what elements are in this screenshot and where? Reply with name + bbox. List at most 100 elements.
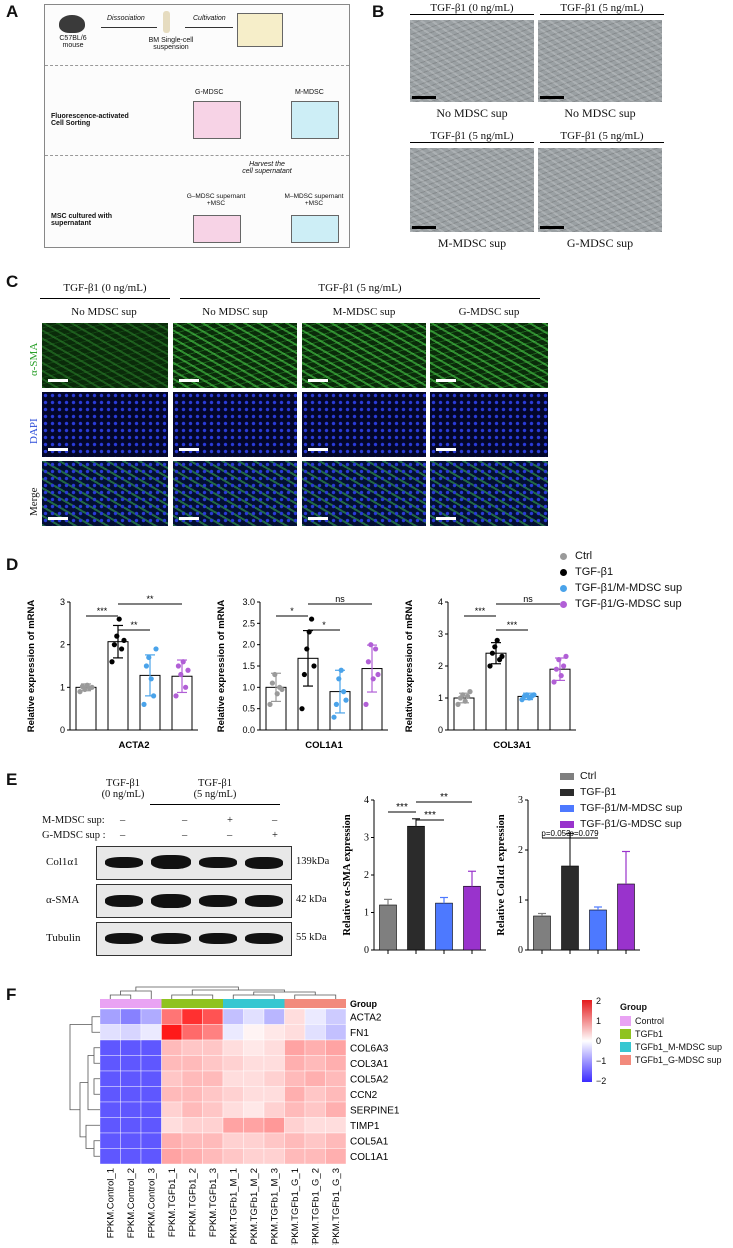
heatmap-cell-3-4	[181, 1055, 203, 1072]
if-sma-2	[302, 323, 426, 388]
heatmap-row-label-5: CCN2	[350, 1090, 378, 1101]
heatmap-group-cell-2	[141, 999, 162, 1008]
heatmap-cell-4-5	[202, 1070, 224, 1087]
col1-quant-sig-label-1: p=0.079	[569, 829, 599, 838]
heatmap-cell-6-6	[222, 1101, 244, 1118]
heatmap-cell-3-3	[161, 1055, 183, 1072]
heatmap-col-label-10: FPKM.TGFb1_G_2	[310, 1168, 321, 1245]
e-g-sign-2: –	[227, 830, 233, 841]
e-m-sign-0: –	[120, 815, 126, 826]
col3a1-point-3-5	[563, 653, 569, 659]
col1a1-point-1-0	[299, 706, 305, 712]
heatmap-row-label-1: FN1	[350, 1028, 369, 1039]
heatmap-cell-9-11	[325, 1148, 347, 1165]
heatmap-cell-2-2	[140, 1039, 162, 1056]
heatmap-cell-7-1	[120, 1117, 142, 1134]
acta2-point-1-4	[119, 646, 125, 652]
acta2-sig-label-2: **	[146, 594, 154, 604]
heatmap-cell-0-11	[325, 1008, 347, 1025]
col1a1-point-2-3	[338, 667, 344, 673]
heatmap-cell-6-5	[202, 1101, 224, 1118]
heatmap-cell-6-1	[120, 1101, 142, 1118]
heatmap-cell-7-11	[325, 1117, 347, 1134]
acta2-point-2-2	[146, 654, 152, 661]
heatmap-cell-2-9	[284, 1039, 306, 1056]
col3a1-ytick-label-3: 3	[438, 629, 443, 639]
col1-quant-ytick-label-3: 3	[518, 795, 523, 806]
heatmap-cell-9-4	[181, 1148, 203, 1165]
heatmap-cell-4-8	[263, 1070, 285, 1087]
b-header-tl: TGF-β1 (0 ng/mL)	[410, 2, 534, 15]
bm-label: BM Single-cell suspension	[148, 37, 194, 51]
b-header-tr: TGF-β1 (5 ng/mL)	[540, 2, 664, 15]
col1a1-ytick-label-5: 2.5	[242, 618, 255, 628]
row-dendrogram-2	[93, 1078, 100, 1095]
bone-icon	[163, 11, 170, 33]
col-dendrogram-5	[253, 991, 316, 995]
e-m-sign-2: +	[227, 815, 233, 826]
heatmap-cell-9-8	[263, 1148, 285, 1165]
heatmap-cell-0-6	[222, 1008, 244, 1025]
heatmap-row-label-2: COL6A3	[350, 1044, 389, 1055]
sma-quant-ytick-label-4: 4	[364, 795, 369, 806]
e-kda-1: 42 kDa	[296, 894, 327, 905]
col1a1-ytick-label-1: 0.5	[242, 704, 255, 714]
row-dendrogram-0	[91, 1016, 100, 1033]
acta2-point-1-0	[109, 659, 115, 665]
col1-quant-ytick-label-1: 1	[518, 895, 523, 906]
heatmap-cell-0-7	[243, 1008, 265, 1025]
col1-quant-ytick-label-2: 2	[518, 845, 523, 856]
col3a1-point-0-0	[455, 701, 461, 707]
legend-d: Ctrl TGF-β1 TGF-β1/M-MDSC sup TGF-β1/G-M…	[560, 548, 730, 612]
acta2-point-1-5	[121, 637, 127, 643]
legend-e-label-3: TGF-β1/G-MDSC sup	[580, 818, 682, 830]
heatmap-cell-5-0	[99, 1086, 121, 1103]
col1a1-point-2-0	[331, 714, 337, 720]
heatmap-col-label-8: FPKM.TGFb1_M_3	[269, 1168, 280, 1245]
e-blot-name-0: Col1α1	[46, 856, 79, 868]
heatmap-cell-7-5	[202, 1117, 224, 1134]
acta2-point-1-1	[111, 642, 117, 648]
legend-d-dot-2	[560, 584, 567, 592]
heatmap-legend-swatch-1	[620, 1028, 631, 1039]
b-caption-tr: No MDSC sup	[564, 106, 636, 120]
heatmap-cell-4-7	[243, 1070, 265, 1087]
acta2-ytick-label-2: 2	[60, 640, 65, 650]
g-mdsc-dish-icon	[193, 101, 241, 139]
col3a1-point-3-1	[553, 666, 559, 672]
heatmap-cell-0-4	[181, 1008, 203, 1025]
e-kda-0: 139kDa	[296, 856, 330, 867]
dissociation-label: Dissociation	[107, 15, 145, 22]
panel-label-c: C	[6, 272, 19, 291]
heatmap-row-label-7: TIMP1	[350, 1121, 380, 1132]
col1a1-ytick-label-6: 3.0	[242, 597, 255, 607]
heatmap-cell-6-7	[243, 1101, 265, 1118]
sma-quant-bar-2	[435, 902, 453, 951]
heatmap-legend-title: Group	[620, 1002, 647, 1012]
if-merge-1	[173, 461, 297, 526]
acta2-point-2-1	[143, 663, 149, 669]
col-dendrogram-3	[232, 994, 275, 999]
gmdsc-label: G-MDSC	[195, 89, 224, 96]
col3a1-ytick-label-2: 2	[438, 661, 443, 671]
col1a1-point-1-3	[306, 629, 312, 635]
heatmap-cell-1-7	[243, 1024, 265, 1041]
col1-quant-ytick-label-0: 0	[518, 945, 523, 956]
legend-e-swatch-0	[560, 772, 574, 780]
acta2-point-2-5	[153, 646, 159, 652]
col3a1-ytick-label-1: 1	[438, 693, 443, 703]
heatmap-row-label-4: COL5A2	[350, 1075, 389, 1086]
e-band-sma-2	[199, 895, 237, 907]
heatmap-cell-1-6	[222, 1024, 244, 1041]
m-sup-label: M–MDSC supernant +MSC	[284, 193, 344, 207]
heatmap-col-label-9: FPKM.TGFb1_G_1	[290, 1168, 301, 1245]
acta2-point-3-3	[180, 659, 186, 665]
mouse-label: C57BL/6 mouse	[59, 35, 87, 49]
col1a1-point-0-3	[274, 691, 280, 697]
e-band-col1a1-2	[199, 857, 237, 868]
e-m-sign-1: –	[182, 815, 188, 826]
heatmap-cell-6-0	[99, 1101, 121, 1118]
sma-quant-ytick-label-2: 2	[364, 870, 369, 881]
